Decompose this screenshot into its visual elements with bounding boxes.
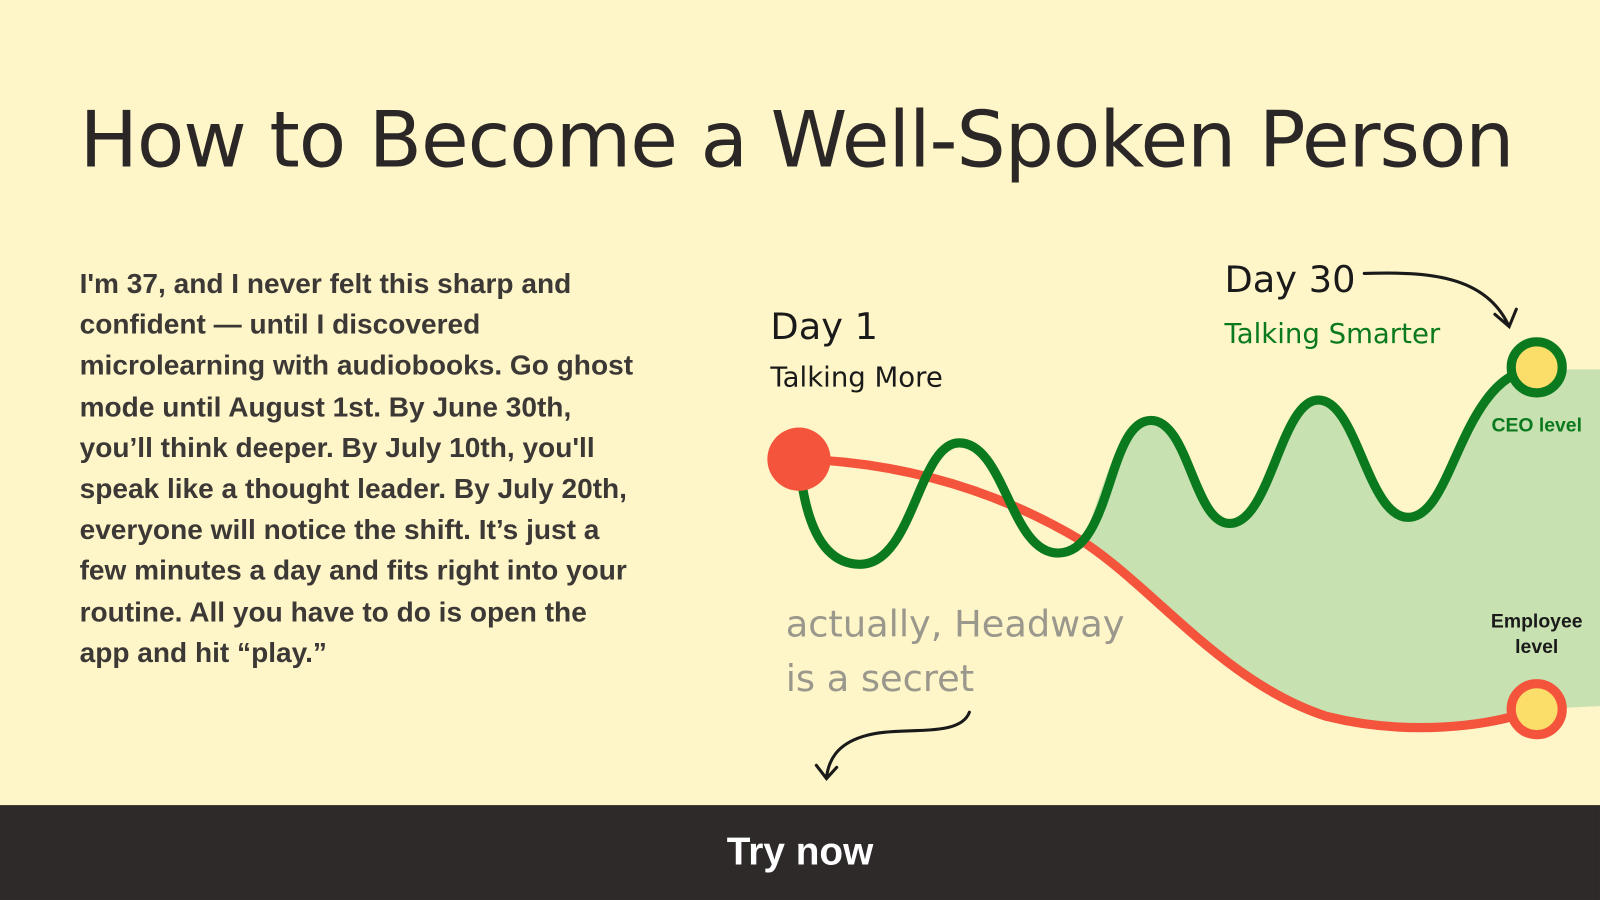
- page-title: How to Become a Well-Spoken Person: [79, 93, 1515, 185]
- day1-subtitle: Talking More: [770, 362, 943, 394]
- body-text: I'm 37, and I never felt this sharp and …: [79, 267, 634, 669]
- ceo-level-label: CEO level: [1491, 415, 1582, 437]
- ceo-dot: [1506, 337, 1567, 398]
- gain-area: [1083, 369, 1600, 727]
- employee-dot: [1506, 679, 1567, 740]
- start-dot: [767, 427, 831, 491]
- green-curve: [794, 362, 1541, 569]
- employee-level-label: Employee level: [1490, 611, 1583, 659]
- note-line-1: actually, Headway: [785, 604, 1125, 646]
- day30-subtitle: Talking Smarter: [1224, 318, 1441, 350]
- arrow-down-icon: [814, 710, 971, 781]
- try-now-button[interactable]: Try now: [0, 805, 1600, 900]
- day30-label: Day 30: [1224, 259, 1356, 302]
- arrow-icon: [1362, 271, 1518, 330]
- try-now-label: Try now: [726, 830, 874, 874]
- day1-label: Day 1: [770, 306, 878, 348]
- note-line-2: is a secret: [785, 658, 975, 700]
